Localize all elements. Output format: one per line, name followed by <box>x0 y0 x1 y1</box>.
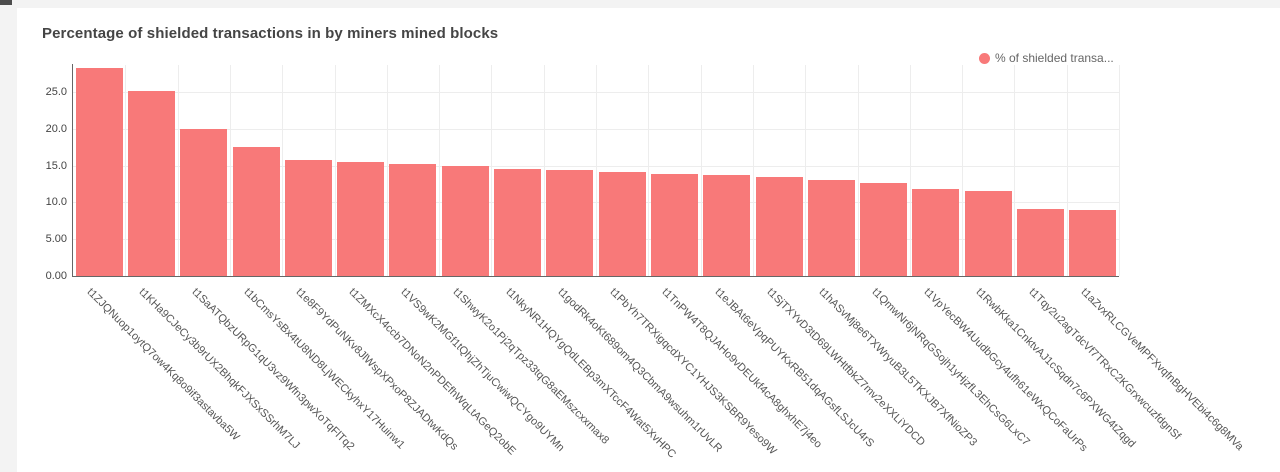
v-gridline <box>700 65 702 276</box>
bar[interactable] <box>650 173 698 276</box>
bar[interactable] <box>703 175 751 276</box>
legend-label: % of shielded transa... <box>995 51 1114 65</box>
bar[interactable] <box>1017 209 1065 276</box>
v-gridline <box>752 65 754 276</box>
v-gridline <box>857 65 859 276</box>
bar[interactable] <box>389 164 437 276</box>
y-tick-label: 5.00 <box>45 233 67 246</box>
bar[interactable] <box>232 147 280 276</box>
v-gridline <box>177 65 179 276</box>
v-gridline <box>282 65 284 276</box>
v-gridline <box>1014 65 1016 276</box>
bar[interactable] <box>337 162 385 276</box>
bar[interactable] <box>441 166 489 276</box>
y-tick-label: 25.0 <box>45 86 67 99</box>
bar[interactable] <box>127 91 175 276</box>
v-gridline <box>439 65 441 276</box>
v-gridline <box>805 65 807 276</box>
y-tick-label: 20.0 <box>45 122 67 135</box>
legend-color-dot-icon <box>979 52 990 64</box>
v-gridline <box>648 65 650 276</box>
bar[interactable] <box>284 159 332 276</box>
browser-edge-artifact <box>0 0 12 5</box>
y-tick-label: 0.00 <box>45 270 67 282</box>
bar[interactable] <box>546 170 594 276</box>
v-gridline <box>962 65 964 276</box>
bar[interactable] <box>1069 209 1117 276</box>
v-gridline <box>491 65 493 276</box>
v-gridline <box>596 65 597 276</box>
v-gridline <box>229 65 231 276</box>
y-tick-label: 10.0 <box>45 196 67 209</box>
bar[interactable] <box>75 67 123 276</box>
chart-title: Percentage of shielded transactions in b… <box>42 25 499 42</box>
chart-card: Percentage of shielded transactions in b… <box>17 8 1280 472</box>
bar[interactable] <box>494 168 542 276</box>
bar[interactable] <box>860 182 908 276</box>
v-gridline <box>1119 65 1120 276</box>
legend-item[interactable]: % of shielded transa... <box>979 49 1114 67</box>
v-gridline <box>334 65 336 276</box>
y-axis-line <box>72 64 73 277</box>
bar[interactable] <box>755 177 803 276</box>
bar[interactable] <box>598 172 646 276</box>
v-gridline <box>909 65 911 276</box>
bar[interactable] <box>912 189 960 276</box>
x-axis-line <box>72 276 1119 277</box>
y-tick-label: 15.0 <box>45 159 67 172</box>
v-gridline <box>125 65 127 276</box>
bar-chart-plot-area: 0.00 5.00 10.0 15.0 20.0 25.0 t1ZJQNuop1oytQ7o… <box>17 8 1280 472</box>
bar[interactable] <box>807 179 855 276</box>
v-gridline <box>1066 65 1068 276</box>
bar[interactable] <box>964 190 1012 276</box>
v-gridline <box>386 65 388 276</box>
v-gridline <box>543 65 545 276</box>
bar[interactable] <box>180 128 228 276</box>
